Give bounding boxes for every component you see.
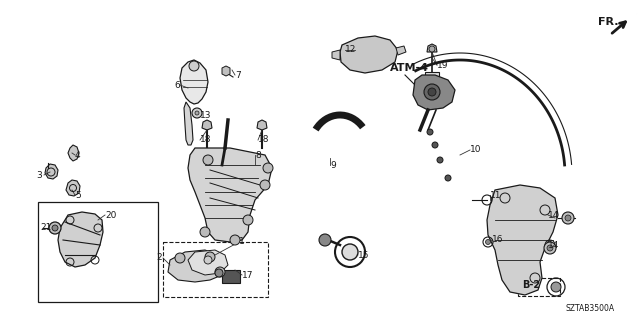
Text: 8: 8	[255, 150, 260, 159]
Circle shape	[445, 175, 451, 181]
Circle shape	[49, 222, 61, 234]
Text: 17: 17	[242, 270, 253, 279]
Text: 7: 7	[235, 70, 241, 79]
Circle shape	[319, 234, 331, 246]
Text: 6: 6	[174, 81, 180, 90]
Text: 18: 18	[200, 135, 211, 145]
Text: 15: 15	[358, 251, 369, 260]
Circle shape	[215, 269, 223, 277]
Polygon shape	[68, 145, 79, 161]
Circle shape	[203, 155, 213, 165]
Text: 9: 9	[330, 161, 336, 170]
Circle shape	[200, 227, 210, 237]
Ellipse shape	[358, 49, 378, 61]
Text: 10: 10	[470, 146, 481, 155]
Circle shape	[215, 267, 225, 277]
Polygon shape	[168, 250, 225, 282]
Circle shape	[175, 253, 185, 263]
Circle shape	[342, 244, 358, 260]
Bar	[518, 278, 560, 296]
Polygon shape	[487, 185, 558, 295]
Circle shape	[52, 225, 58, 231]
Text: 20: 20	[105, 211, 116, 220]
Circle shape	[547, 245, 553, 251]
Circle shape	[428, 88, 436, 96]
Bar	[163, 242, 268, 297]
Text: B-2: B-2	[522, 280, 540, 290]
Text: 21: 21	[40, 223, 52, 233]
Text: 18: 18	[258, 135, 269, 145]
Circle shape	[243, 215, 253, 225]
Text: 12: 12	[345, 45, 356, 54]
Polygon shape	[184, 102, 193, 145]
Circle shape	[195, 111, 199, 115]
Circle shape	[263, 163, 273, 173]
Circle shape	[260, 180, 270, 190]
Circle shape	[565, 215, 571, 221]
Text: 13: 13	[200, 110, 211, 119]
Text: FR.: FR.	[598, 17, 618, 27]
Text: SZTAB3500A: SZTAB3500A	[565, 304, 614, 313]
Polygon shape	[427, 44, 437, 52]
Circle shape	[230, 235, 240, 245]
Polygon shape	[45, 164, 58, 179]
Circle shape	[427, 129, 433, 135]
Polygon shape	[58, 212, 103, 267]
Text: 11: 11	[490, 190, 502, 199]
Text: 19: 19	[437, 60, 449, 69]
Circle shape	[551, 282, 561, 292]
Text: 14: 14	[548, 241, 559, 250]
Text: 14: 14	[548, 211, 559, 220]
Circle shape	[192, 108, 202, 118]
Circle shape	[544, 242, 556, 254]
Polygon shape	[202, 120, 212, 130]
Circle shape	[562, 212, 574, 224]
Polygon shape	[188, 250, 228, 275]
Text: 5: 5	[75, 190, 81, 199]
Circle shape	[437, 157, 443, 163]
Circle shape	[432, 142, 438, 148]
Bar	[425, 72, 439, 90]
Circle shape	[205, 252, 215, 262]
Circle shape	[424, 84, 440, 100]
Bar	[38, 202, 158, 302]
Circle shape	[486, 239, 490, 244]
Circle shape	[429, 46, 435, 52]
Circle shape	[204, 256, 212, 264]
Text: 2: 2	[156, 253, 162, 262]
Ellipse shape	[349, 44, 387, 66]
Text: 3: 3	[36, 171, 42, 180]
Text: 1: 1	[239, 237, 244, 246]
Polygon shape	[188, 148, 272, 242]
Polygon shape	[66, 180, 80, 196]
Polygon shape	[340, 36, 398, 73]
Circle shape	[189, 61, 199, 71]
Polygon shape	[332, 50, 340, 60]
Polygon shape	[396, 46, 406, 55]
Bar	[222, 270, 240, 283]
Polygon shape	[257, 120, 267, 130]
Text: 4: 4	[75, 150, 81, 159]
Text: ATM-4: ATM-4	[390, 63, 429, 73]
Polygon shape	[413, 75, 455, 110]
Text: 16: 16	[492, 236, 504, 244]
Polygon shape	[180, 60, 208, 104]
Polygon shape	[222, 66, 230, 76]
